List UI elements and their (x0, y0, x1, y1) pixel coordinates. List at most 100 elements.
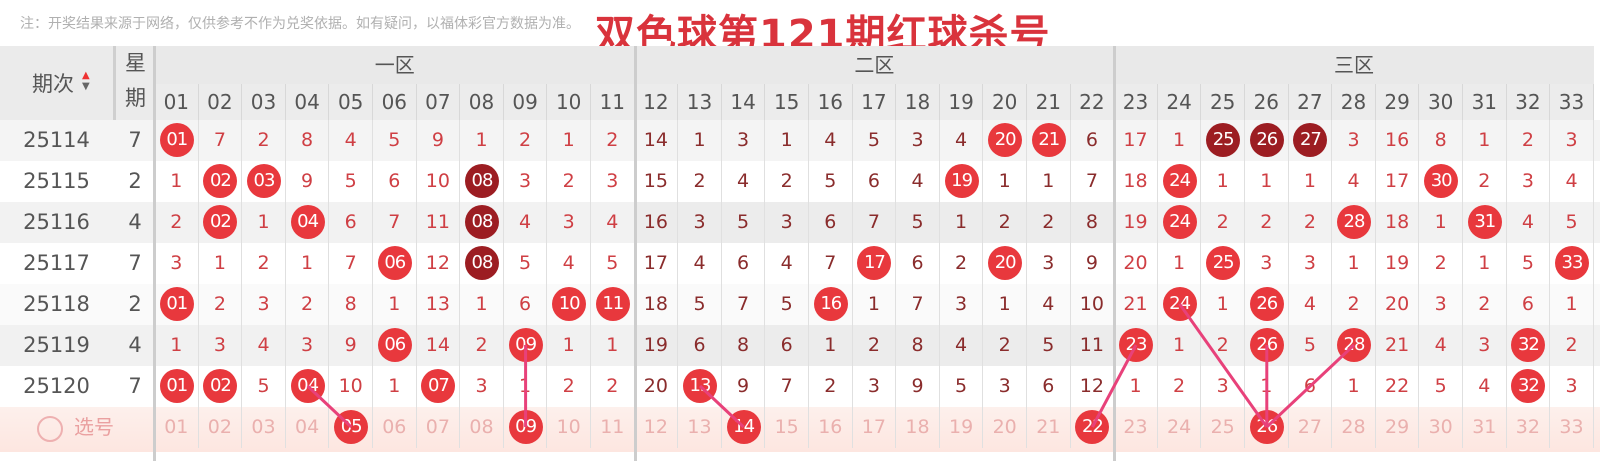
table-cell[interactable]: 3 (1245, 243, 1289, 284)
table-cell[interactable]: 13 (678, 366, 722, 407)
table-cell[interactable]: 4 (809, 120, 853, 161)
number-ball[interactable]: 13 (682, 369, 717, 403)
number-ball[interactable]: 28 (1336, 328, 1371, 362)
table-cell[interactable]: 31 (1463, 202, 1507, 243)
table-cell[interactable]: 3 (983, 366, 1027, 407)
table-cell[interactable]: 7 (1071, 161, 1115, 202)
number-ball[interactable]: 09 (508, 328, 543, 362)
selected-ball[interactable]: 22 (1075, 410, 1110, 444)
select-number-26[interactable]: 26 (1245, 407, 1289, 448)
table-cell[interactable]: 6 (1027, 366, 1071, 407)
table-cell[interactable]: 4 (1550, 161, 1594, 202)
table-cell[interactable]: 1 (1158, 243, 1202, 284)
number-ball[interactable]: 24 (1162, 287, 1197, 321)
table-cell[interactable]: 2 (1245, 202, 1289, 243)
table-cell[interactable]: 2 (547, 366, 591, 407)
table-cell[interactable]: 2 (1027, 202, 1071, 243)
select-number-27[interactable]: 27 (1289, 407, 1333, 448)
number-ball[interactable]: 32 (1511, 369, 1546, 403)
table-cell[interactable]: 27 (1289, 120, 1333, 161)
table-cell[interactable]: 4 (1507, 202, 1551, 243)
table-cell[interactable]: 3 (1550, 366, 1594, 407)
select-number-32[interactable]: 32 (1507, 407, 1551, 448)
table-cell[interactable]: 26 (1245, 120, 1289, 161)
table-cell[interactable]: 1 (765, 120, 809, 161)
select-number-01[interactable]: 01 (155, 407, 199, 448)
number-ball[interactable]: 02 (203, 164, 238, 198)
selected-ball[interactable]: 05 (334, 410, 369, 444)
number-ball[interactable]: 26 (1249, 123, 1284, 157)
selected-ball[interactable]: 09 (508, 410, 543, 444)
table-cell[interactable]: 1 (983, 284, 1027, 325)
table-cell[interactable]: 18 (1114, 161, 1158, 202)
table-cell[interactable]: 2 (286, 284, 330, 325)
table-cell[interactable]: 18 (1376, 202, 1420, 243)
table-cell[interactable]: 3 (678, 202, 722, 243)
table-cell[interactable]: 4 (329, 120, 373, 161)
table-cell[interactable]: 04 (286, 366, 330, 407)
table-cell[interactable]: 24 (1158, 202, 1202, 243)
table-cell[interactable]: 01 (155, 366, 199, 407)
table-cell[interactable]: 19 (634, 325, 679, 366)
period-header[interactable]: 期次 ▲ ▼ (0, 46, 113, 120)
table-cell[interactable]: 3 (1550, 120, 1594, 161)
table-cell[interactable]: 08 (460, 161, 504, 202)
table-cell[interactable]: 12 (1071, 366, 1115, 407)
table-cell[interactable]: 4 (722, 161, 766, 202)
table-cell[interactable]: 4 (678, 243, 722, 284)
table-cell[interactable]: 06 (373, 325, 417, 366)
select-number-23[interactable]: 23 (1114, 407, 1158, 448)
table-cell[interactable]: 26 (1245, 284, 1289, 325)
table-cell[interactable]: 9 (329, 325, 373, 366)
table-cell[interactable]: 2 (591, 366, 635, 407)
number-ball[interactable]: 01 (159, 123, 194, 157)
table-cell[interactable]: 3 (1332, 120, 1376, 161)
table-cell[interactable]: 2 (1289, 202, 1333, 243)
table-cell[interactable]: 33 (1550, 243, 1594, 284)
select-number-09[interactable]: 09 (504, 407, 548, 448)
number-ball[interactable]: 01 (159, 287, 194, 321)
table-cell[interactable]: 8 (1419, 120, 1463, 161)
table-cell[interactable]: 9 (417, 120, 461, 161)
number-ball[interactable]: 10 (552, 287, 587, 321)
table-cell[interactable]: 1 (460, 120, 504, 161)
table-cell[interactable]: 6 (678, 325, 722, 366)
number-ball[interactable]: 06 (377, 246, 412, 280)
number-ball[interactable]: 02 (203, 205, 238, 239)
number-ball[interactable]: 33 (1554, 246, 1589, 280)
select-number-15[interactable]: 15 (765, 407, 809, 448)
table-cell[interactable]: 1 (1419, 202, 1463, 243)
number-ball[interactable]: 16 (813, 287, 848, 321)
select-number-08[interactable]: 08 (460, 407, 504, 448)
table-cell[interactable]: 21 (1376, 325, 1420, 366)
table-cell[interactable]: 07 (417, 366, 461, 407)
table-cell[interactable]: 24 (1158, 161, 1202, 202)
table-cell[interactable]: 3 (242, 284, 286, 325)
select-number-24[interactable]: 24 (1158, 407, 1202, 448)
table-cell[interactable]: 4 (547, 243, 591, 284)
table-cell[interactable]: 9 (896, 366, 940, 407)
table-cell[interactable]: 5 (940, 366, 984, 407)
select-number-06[interactable]: 06 (373, 407, 417, 448)
table-cell[interactable]: 20 (983, 243, 1027, 284)
select-number-31[interactable]: 31 (1463, 407, 1507, 448)
table-cell[interactable]: 3 (460, 366, 504, 407)
table-cell[interactable]: 32 (1507, 366, 1551, 407)
table-cell[interactable]: 21 (1114, 284, 1158, 325)
table-cell[interactable]: 08 (460, 243, 504, 284)
table-cell[interactable]: 1 (373, 366, 417, 407)
table-cell[interactable]: 2 (983, 325, 1027, 366)
table-cell[interactable]: 6 (1071, 120, 1115, 161)
table-cell[interactable]: 13 (417, 284, 461, 325)
table-cell[interactable]: 20 (635, 366, 679, 407)
table-cell[interactable]: 5 (329, 161, 373, 202)
table-cell[interactable]: 8 (1070, 202, 1115, 243)
table-cell[interactable]: 5 (1027, 325, 1071, 366)
table-cell[interactable]: 6 (896, 243, 940, 284)
table-cell[interactable]: 2 (940, 243, 984, 284)
table-cell[interactable]: 6 (765, 325, 809, 366)
table-cell[interactable]: 7 (896, 284, 940, 325)
table-cell[interactable]: 1 (504, 366, 548, 407)
table-cell[interactable]: 4 (939, 325, 984, 366)
table-cell[interactable]: 20 (1376, 284, 1420, 325)
